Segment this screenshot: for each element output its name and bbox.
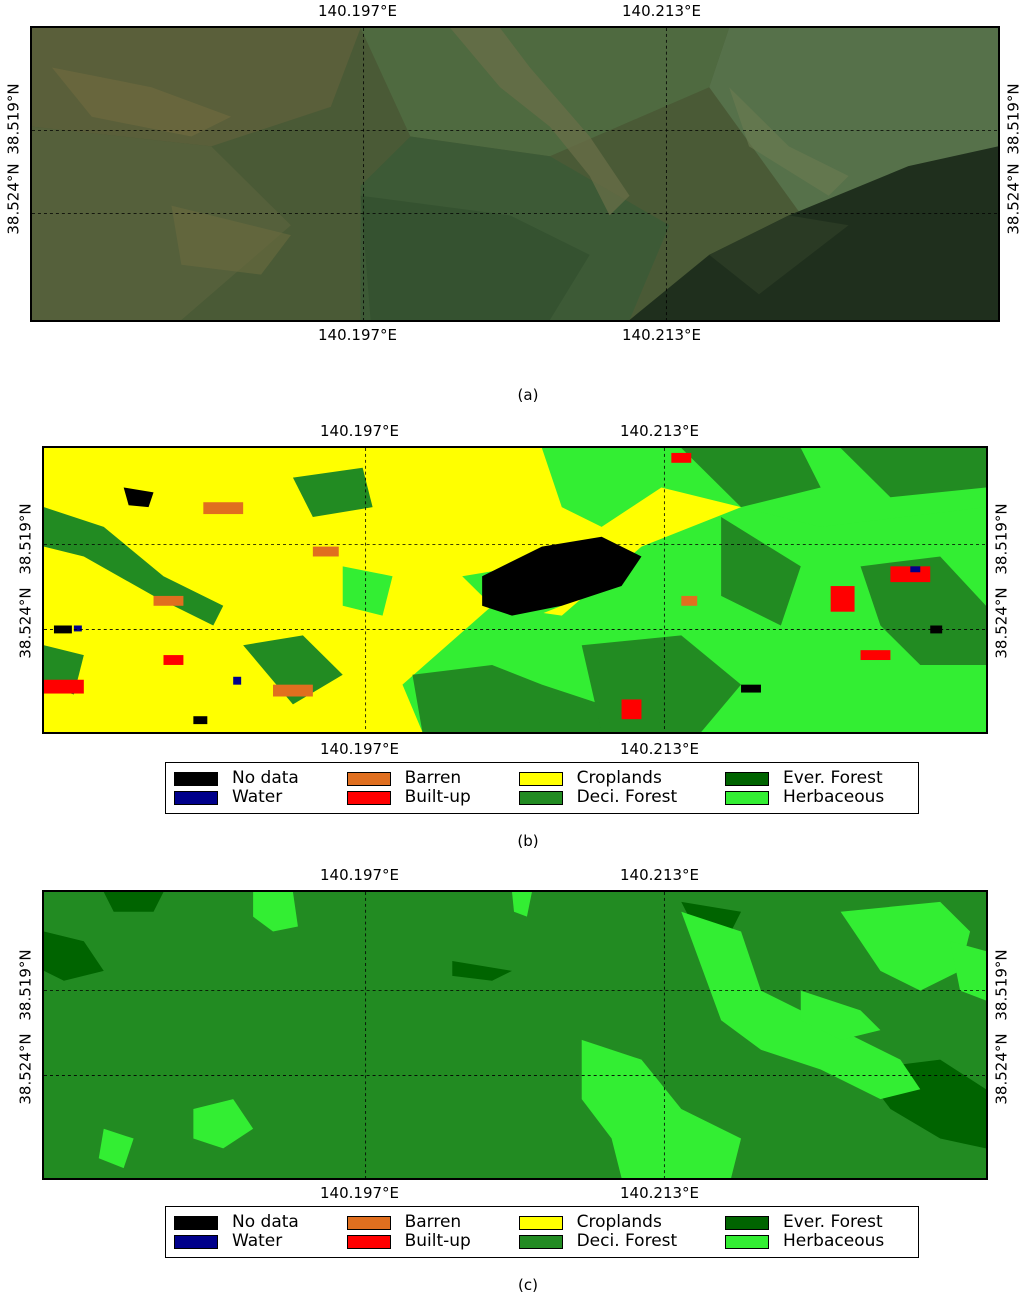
legend-c: No data Barren Croplands Ever. Forest Wa…	[165, 1206, 919, 1258]
legend-label: Water	[232, 1231, 283, 1251]
legend-label: No data	[232, 768, 299, 788]
legend-label: Herbaceous	[782, 1231, 885, 1251]
lat-label-left-2: 38.524°N	[4, 163, 23, 235]
legend-item-built-up: Built-up	[346, 1231, 497, 1251]
legend-label: Deci. Forest	[576, 1231, 678, 1251]
satellite-image	[30, 26, 1000, 322]
swatch-herbaceous	[724, 790, 769, 805]
caption-c: (c)	[518, 1276, 538, 1294]
lat-label-right-1: 38.519°N	[1004, 83, 1023, 155]
swatch-barren	[346, 1215, 391, 1230]
lat-label-left-1: 38.519°N	[16, 503, 35, 575]
lat-label-right-2: 38.524°N	[992, 1033, 1011, 1105]
legend-item-croplands: Croplands	[518, 1212, 703, 1232]
legend-item-water: Water	[174, 1232, 325, 1251]
legend-item-barren: Barren	[346, 1212, 497, 1232]
swatch-ever-forest	[724, 1215, 769, 1230]
legend-item-herbaceous: Herbaceous	[724, 787, 910, 807]
legend-item-deci-forest: Deci. Forest	[518, 1231, 703, 1251]
lon-label-top-1: 140.197°E	[318, 2, 398, 20]
legend-label: Deci. Forest	[576, 787, 678, 807]
lon-label-top-2: 140.213°E	[620, 422, 700, 440]
classification-map-b	[42, 446, 988, 734]
classification-map-c	[42, 890, 988, 1180]
lon-label-bottom-1: 140.197°E	[320, 740, 400, 758]
lon-label-top-1: 140.197°E	[320, 866, 400, 884]
lat-label-right-2: 38.524°N	[1004, 163, 1023, 235]
swatch-deci-forest	[518, 790, 563, 805]
legend-label: Built-up	[404, 787, 471, 807]
swatch-croplands	[518, 1215, 563, 1230]
lon-label-bottom-2: 140.213°E	[620, 1184, 700, 1202]
caption-b: (b)	[517, 832, 539, 850]
legend-label: Herbaceous	[782, 787, 885, 807]
swatch-deci-forest	[518, 1234, 563, 1249]
lon-label-bottom-2: 140.213°E	[620, 740, 700, 758]
caption-a: (a)	[517, 386, 539, 404]
lat-label-left-2: 38.524°N	[16, 587, 35, 659]
legend-item-ever-forest: Ever. Forest	[724, 768, 910, 788]
swatch-built-up	[346, 1234, 391, 1249]
swatch-herbaceous	[724, 1234, 769, 1249]
legend-item-built-up: Built-up	[346, 787, 497, 807]
legend-item-deci-forest: Deci. Forest	[518, 787, 703, 807]
legend-label: Water	[232, 787, 283, 807]
swatch-no-data	[174, 771, 218, 786]
legend-label: Barren	[404, 768, 462, 788]
lon-label-top-2: 140.213°E	[620, 866, 700, 884]
legend-label: Built-up	[404, 1231, 471, 1251]
lon-label-bottom-1: 140.197°E	[320, 1184, 400, 1202]
legend-item-barren: Barren	[346, 768, 497, 788]
swatch-no-data	[174, 1215, 218, 1230]
lon-label-top-1: 140.197°E	[320, 422, 400, 440]
lat-label-left-2: 38.524°N	[16, 1033, 35, 1105]
lat-label-left-1: 38.519°N	[4, 83, 23, 155]
lat-label-right-1: 38.519°N	[992, 503, 1011, 575]
legend-item-water: Water	[174, 788, 325, 807]
swatch-barren	[346, 771, 391, 786]
swatch-water	[174, 1234, 218, 1249]
swatch-built-up	[346, 790, 391, 805]
legend-item-herbaceous: Herbaceous	[724, 1231, 910, 1251]
swatch-ever-forest	[724, 771, 769, 786]
legend-b: No data Barren Croplands Ever. Forest Wa…	[165, 762, 919, 814]
legend-item-ever-forest: Ever. Forest	[724, 1212, 910, 1232]
lon-label-bottom-2: 140.213°E	[622, 326, 702, 344]
legend-item-no-data: No data	[174, 1213, 325, 1232]
swatch-croplands	[518, 771, 563, 786]
legend-label: Barren	[404, 1212, 462, 1232]
legend-label: Ever. Forest	[782, 1212, 883, 1232]
legend-label: Croplands	[576, 1212, 662, 1232]
lat-label-left-1: 38.519°N	[16, 949, 35, 1021]
legend-label: No data	[232, 1212, 299, 1232]
legend-label: Ever. Forest	[782, 768, 883, 788]
legend-label: Croplands	[576, 768, 662, 788]
legend-item-croplands: Croplands	[518, 768, 703, 788]
legend-item-no-data: No data	[174, 769, 325, 788]
lat-label-right-1: 38.519°N	[992, 949, 1011, 1021]
lon-label-top-2: 140.213°E	[622, 2, 702, 20]
lon-label-bottom-1: 140.197°E	[318, 326, 398, 344]
swatch-water	[174, 790, 218, 805]
lat-label-right-2: 38.524°N	[992, 587, 1011, 659]
